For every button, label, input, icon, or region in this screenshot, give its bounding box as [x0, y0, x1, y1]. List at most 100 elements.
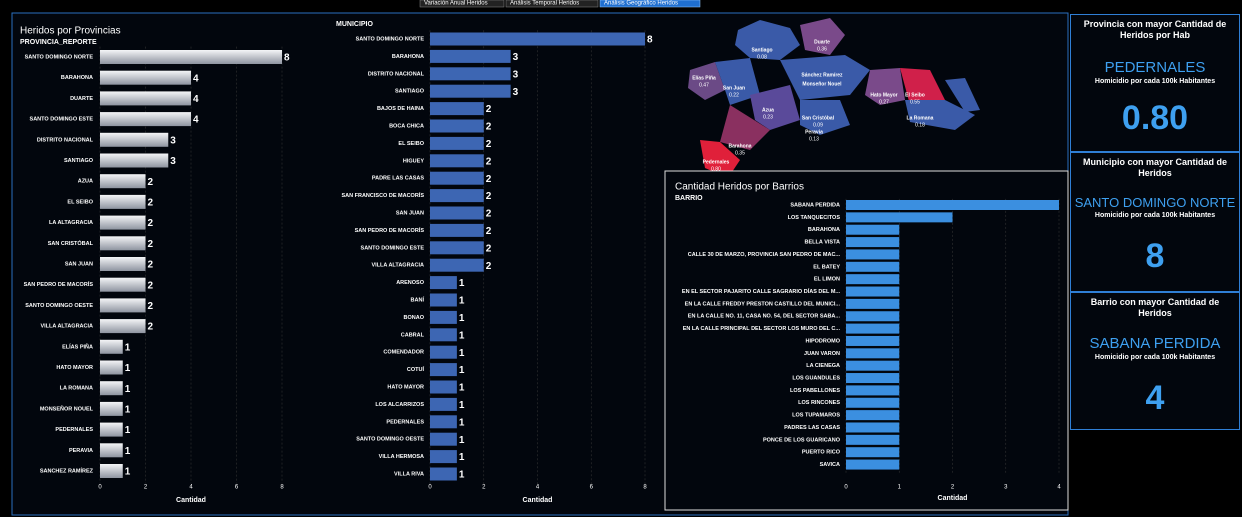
- y-tick-label: SAN PEDRO DE MACORÍS: [24, 280, 94, 288]
- bar: [430, 467, 457, 481]
- card: Municipio con mayor Cantidad de Heridos …: [1070, 152, 1240, 292]
- region: [900, 68, 945, 105]
- region-value: 0.55: [910, 99, 920, 105]
- region-name: Peravia: [805, 129, 823, 135]
- tab[interactable]: [419, 0, 505, 8]
- y-tick-label: LOS RINCONES: [798, 400, 840, 406]
- bar: [100, 132, 169, 147]
- card-subtitle: Homicidio por cada 100k Habitantes: [1094, 354, 1216, 361]
- card-title: Municipio con mayor Cantidad de Heridos: [1082, 157, 1227, 178]
- y-tick-label: CABRAL: [401, 332, 425, 338]
- y-tick-label: LOS GUANDULES: [792, 375, 840, 381]
- x-tick-label: 6: [590, 485, 594, 491]
- card-name: SABANA PERDIDA: [1089, 335, 1221, 352]
- y-tick-label: EN LA CALLE NO. 11, CASA NO. 54, DEL SEC…: [688, 314, 841, 320]
- y-tick-label: EL SEIBO: [67, 199, 93, 205]
- data-label: 1: [459, 365, 465, 376]
- tab-active[interactable]: [599, 0, 701, 8]
- region-name: Hato Mayor: [870, 92, 897, 98]
- region: [865, 68, 905, 105]
- y-tick-label: LOS TANQUECITOS: [788, 215, 841, 221]
- y-tick-label: BONAO: [404, 315, 425, 321]
- data-label: 1: [459, 470, 465, 481]
- data-label: 1: [125, 384, 131, 395]
- y-tick-label: SANTO DOMINGO NORTE: [25, 54, 94, 60]
- y-tick-label: SANTIAGO: [64, 158, 94, 164]
- bar: [430, 380, 457, 394]
- x-tick-label: 0: [98, 485, 102, 491]
- region-value: 0.13: [809, 136, 819, 142]
- data-label: 2: [486, 174, 492, 185]
- region: [688, 62, 725, 100]
- card: Barrio con mayor Cantidad de Heridos SAB…: [1070, 292, 1240, 430]
- tab[interactable]: [505, 0, 599, 8]
- x-tick-label: 2: [144, 485, 148, 491]
- bar: [846, 434, 900, 445]
- region: [750, 85, 800, 130]
- y-tick-label: PUERTO RICO: [802, 450, 841, 456]
- y-tick-label: BARAHONA: [61, 75, 93, 81]
- region-name: El Seibo: [905, 92, 925, 98]
- region-value: 0.18: [915, 122, 925, 128]
- x-axis-label: Cantidad: [938, 495, 968, 502]
- y-tick-label: SAN CRISTÓBAL: [48, 239, 94, 247]
- card-title: Provincia con mayor Cantidad de Heridos …: [1083, 19, 1227, 40]
- y-tick-label: EL LIMON: [814, 277, 840, 283]
- data-label: 3: [170, 156, 176, 167]
- bar: [846, 200, 1059, 210]
- data-label: 1: [459, 278, 465, 289]
- data-label: 1: [459, 383, 465, 394]
- y-tick-label: BARAHONA: [808, 227, 840, 233]
- y-tick-label: EN LA CALLE PRINCIPAL DEL SECTOR LOS MUR…: [683, 326, 841, 332]
- bar: [846, 397, 900, 408]
- y-tick-label: SAN PEDRO DE MACORÍS: [355, 226, 425, 234]
- y-axis-label: MUNICIPIO: [336, 21, 374, 28]
- bar: [846, 422, 900, 433]
- bar: [846, 360, 900, 371]
- bar: [430, 32, 645, 46]
- bar: [430, 241, 484, 255]
- data-label: 1: [125, 363, 131, 374]
- bar: [100, 257, 146, 271]
- data-label: 2: [486, 191, 492, 202]
- x-tick-label: 4: [536, 485, 540, 491]
- bar: [846, 410, 900, 421]
- x-tick-label: 8: [280, 485, 284, 491]
- y-tick-label: HATO MAYOR: [387, 384, 424, 390]
- bar: [430, 84, 511, 98]
- region-name: San Juan: [723, 85, 745, 91]
- x-tick-label: 2: [482, 485, 486, 491]
- bar: [846, 323, 900, 334]
- region: [780, 55, 870, 100]
- region-value: 0.35: [735, 150, 745, 156]
- chart-title: Heridos por Provincias: [20, 26, 121, 37]
- data-label: 2: [486, 209, 492, 220]
- data-label: 8: [284, 53, 290, 64]
- data-label: 2: [148, 280, 154, 291]
- y-axis-label: BARRIO: [675, 195, 703, 202]
- bar: [430, 171, 484, 185]
- bar: [100, 339, 123, 354]
- y-tick-label: ARENOSO: [396, 280, 425, 286]
- bar: [430, 450, 457, 464]
- bar: [430, 67, 511, 81]
- y-tick-label: HIGUEY: [403, 158, 424, 164]
- y-tick-label: DISTRITO NACIONAL: [37, 137, 94, 143]
- bar: [846, 311, 900, 322]
- region-name: Azua: [762, 107, 774, 113]
- x-tick-label: 2: [951, 485, 955, 491]
- y-tick-label: PEDERNALES: [386, 419, 424, 425]
- y-tick-label: SAN JUAN: [396, 210, 424, 216]
- bar: [430, 363, 457, 377]
- bar: [846, 459, 900, 470]
- region-value: 0.09: [813, 122, 823, 128]
- y-tick-label: EN LA CALLE FREDDY PRESTON CASTILLO DEL …: [685, 301, 841, 307]
- bar: [430, 310, 457, 324]
- data-label: 1: [459, 400, 465, 411]
- data-label: 1: [125, 405, 131, 416]
- y-tick-label: PEDERNALES: [55, 427, 93, 433]
- x-axis-label: Cantidad: [176, 497, 206, 504]
- y-tick-label: AZUA: [78, 179, 93, 185]
- bar: [100, 215, 146, 230]
